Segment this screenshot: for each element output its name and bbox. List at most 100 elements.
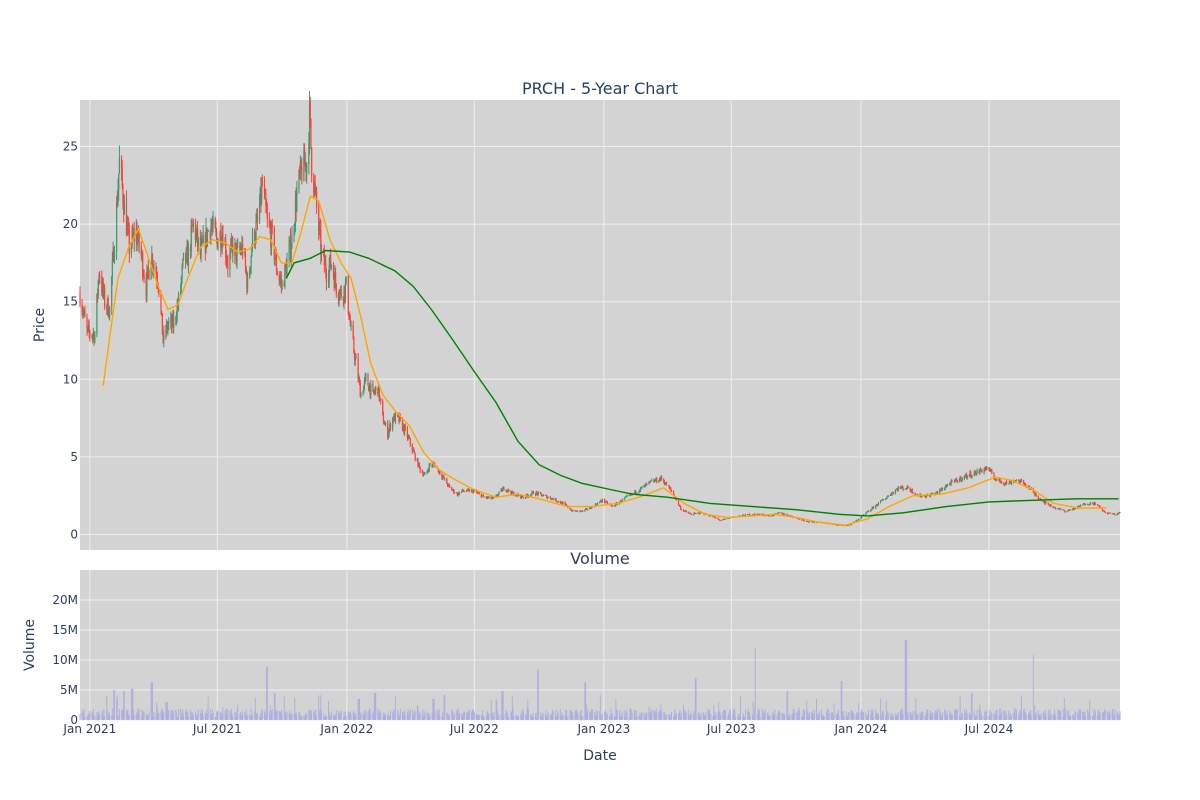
candle-body-up <box>623 498 625 500</box>
candle-body-up <box>220 245 223 248</box>
candle-body-up <box>605 501 607 503</box>
candle-body-up <box>256 216 258 222</box>
volume-bar <box>300 716 302 720</box>
candle-body-down <box>532 491 535 495</box>
volume-bar <box>360 711 362 720</box>
candle-body-down <box>990 469 992 471</box>
volume-y-tick-label: 15M <box>52 623 78 637</box>
candle-body-up <box>399 416 401 422</box>
volume-bar <box>377 708 379 720</box>
volume-bar <box>912 711 914 720</box>
candle-body-down <box>803 520 806 522</box>
volume-bar <box>173 713 175 720</box>
volume-bar <box>669 714 671 720</box>
volume-y-tick-label: 5M <box>60 683 78 697</box>
candle-body-up <box>1108 512 1110 514</box>
candle-body-up <box>92 332 94 336</box>
candle-body-down <box>1010 481 1012 484</box>
candle-body-up <box>812 521 814 523</box>
candle-body-up <box>1087 504 1089 506</box>
volume-bar <box>975 714 977 720</box>
volume-bar <box>722 711 724 720</box>
volume-bar <box>1042 711 1044 720</box>
candle-body-down <box>941 488 944 491</box>
volume-bar <box>866 716 868 720</box>
volume-bar <box>500 715 502 720</box>
candle-body-down <box>579 510 581 512</box>
volume-bar <box>1106 711 1108 720</box>
volume-bar <box>375 693 377 720</box>
volume-bar <box>102 710 104 720</box>
volume-bar <box>587 709 589 720</box>
candle-body-down <box>335 284 337 295</box>
volume-bar <box>950 712 952 720</box>
candle-body-up <box>113 252 116 262</box>
volume-bar <box>887 712 889 720</box>
candle-body-down <box>101 278 103 293</box>
candle-body-down <box>147 266 149 271</box>
candle-body-up <box>201 240 203 244</box>
candle-body-up <box>470 490 473 492</box>
candle-body-up <box>212 218 214 227</box>
volume-bar <box>963 709 965 720</box>
volume-bar <box>1104 709 1106 720</box>
volume-bar <box>308 710 310 720</box>
volume-bar <box>1048 709 1050 720</box>
volume-bar <box>855 715 857 720</box>
candle-body-down <box>368 385 370 392</box>
candle-body-down <box>398 415 400 422</box>
volume-bar <box>998 715 1000 720</box>
candle-body-up <box>370 384 372 396</box>
candle-body-up <box>298 170 300 190</box>
candle-body-up <box>1103 510 1105 512</box>
candle-body-up <box>473 490 475 492</box>
volume-bar <box>837 709 839 720</box>
candle-body-down <box>964 475 966 477</box>
candle-body-down <box>1098 505 1100 507</box>
volume-bar <box>877 712 879 720</box>
volume-bar <box>280 710 282 720</box>
volume-bar <box>837 712 839 720</box>
volume-bar <box>1119 711 1121 720</box>
volume-bar <box>335 713 337 720</box>
candle-body-down <box>373 389 375 393</box>
volume-bar <box>137 708 139 720</box>
volume-bar <box>1111 709 1113 720</box>
candle-body-up <box>693 512 695 515</box>
candle-body-up <box>308 144 310 165</box>
candle-body-down <box>517 494 519 497</box>
volume-bar <box>337 711 339 720</box>
candle-body-down <box>758 513 761 515</box>
candle-body-down <box>138 230 140 247</box>
volume-bar <box>670 711 672 720</box>
volume-bar <box>545 710 547 720</box>
candle-body-down <box>220 231 222 248</box>
volume-bar <box>328 711 330 720</box>
candle-body-down <box>1052 506 1054 508</box>
candle-body-up <box>187 247 190 266</box>
candle-body-up <box>951 480 953 482</box>
candle-body-down <box>571 510 573 512</box>
candle-body-up <box>250 256 252 269</box>
volume-bar <box>916 713 918 720</box>
candle-body-up <box>308 100 311 145</box>
candle-body-up <box>294 198 297 225</box>
candle-body-up <box>338 297 340 300</box>
candle-body-up <box>976 470 978 474</box>
candle-body-up <box>983 469 985 473</box>
candle-body-down <box>427 470 430 471</box>
volume-bar <box>106 710 108 720</box>
candle-body-up <box>237 245 239 247</box>
candle-body-down <box>325 261 327 274</box>
volume-bar <box>389 715 391 720</box>
candle-body-down <box>142 253 144 276</box>
volume-bar <box>387 712 389 720</box>
volume-bar <box>655 713 657 720</box>
volume-bar <box>737 713 739 720</box>
volume-bar <box>1044 713 1046 720</box>
volume-bar <box>151 682 153 720</box>
candle-body-up <box>655 478 657 481</box>
volume-bar <box>1040 712 1042 720</box>
candle-body-down <box>1008 483 1010 485</box>
volume-bar <box>1082 711 1084 720</box>
